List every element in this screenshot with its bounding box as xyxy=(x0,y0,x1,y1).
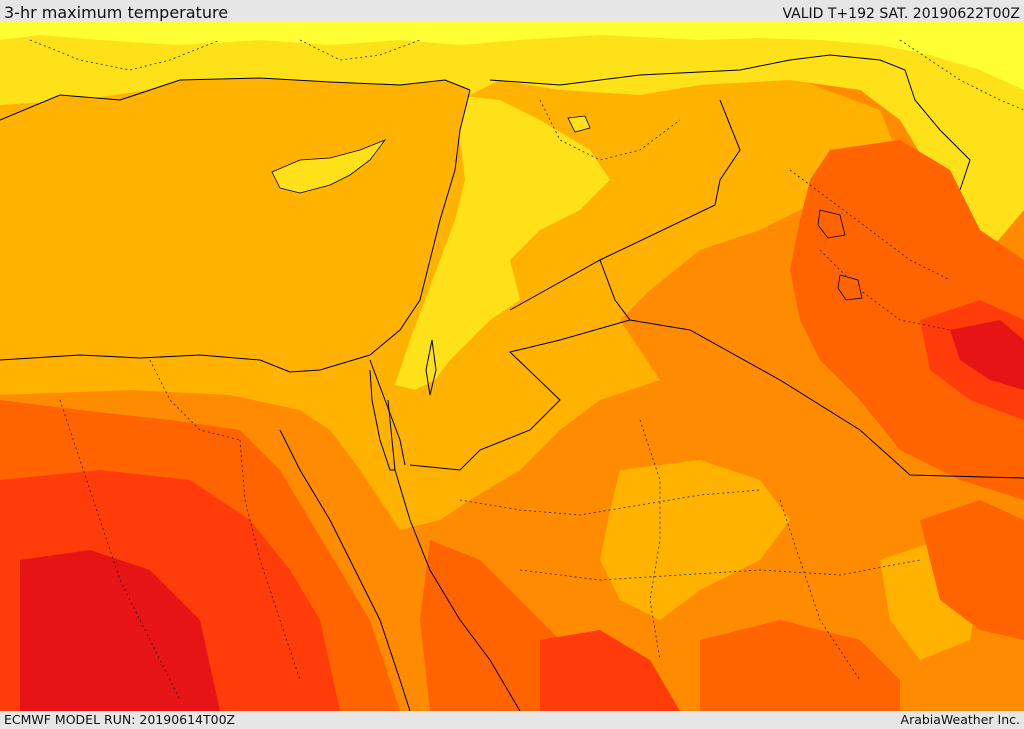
valid-time-label: VALID T+192 SAT. 20190622T00Z xyxy=(782,6,1020,22)
border-jordan-saudi xyxy=(409,259,631,471)
model-run-label: ECMWF MODEL RUN: 20190614T00Z xyxy=(4,712,236,727)
map-canvas xyxy=(0,21,1024,711)
temperature-band-red-orange-east xyxy=(920,500,1024,640)
mediterranean-sea xyxy=(0,78,470,370)
border-saudi-iraq-kuwait xyxy=(629,319,1024,479)
cyprus-island xyxy=(271,139,387,194)
map-title: 3-hr maximum temperature xyxy=(4,3,229,22)
temperature-band-red-orange-iraq xyxy=(790,140,1024,500)
border-iraq-jordan-saudi xyxy=(509,99,741,311)
temperature-band-deep-red xyxy=(20,550,220,711)
temperature-band-red-orange-south xyxy=(700,620,900,711)
coastline-gulf-of-suez xyxy=(369,369,396,471)
temperature-band-orange-light-2 xyxy=(600,460,790,620)
footer-bar: ECMWF MODEL RUN: 20190614T00Z ArabiaWeat… xyxy=(0,711,1024,729)
border-egypt-israel xyxy=(369,359,406,466)
border-syria-iraq xyxy=(489,54,971,191)
lake-iraq-2 xyxy=(837,274,863,301)
temperature-band-yellow-bright xyxy=(0,21,1024,90)
temperature-map[interactable] xyxy=(0,21,1024,711)
coastline-red-sea-east xyxy=(394,469,521,711)
temperature-band-deep-red-iraq xyxy=(950,320,1024,390)
coastline-levant-egypt xyxy=(0,89,471,373)
coastline-north xyxy=(0,77,471,121)
temperature-band-yellow-levant xyxy=(395,95,610,390)
lake-syria xyxy=(567,115,591,133)
title-bar: 3-hr maximum temperature VALID T+192 SAT… xyxy=(0,0,1024,22)
dead-sea-lake xyxy=(425,339,437,396)
coastline-red-sea-west xyxy=(279,429,411,711)
admin-boundaries xyxy=(29,39,1024,701)
temperature-band-red-south xyxy=(540,630,680,711)
credit-label: ArabiaWeather Inc. xyxy=(900,712,1020,727)
lake-iraq-1 xyxy=(817,209,846,239)
